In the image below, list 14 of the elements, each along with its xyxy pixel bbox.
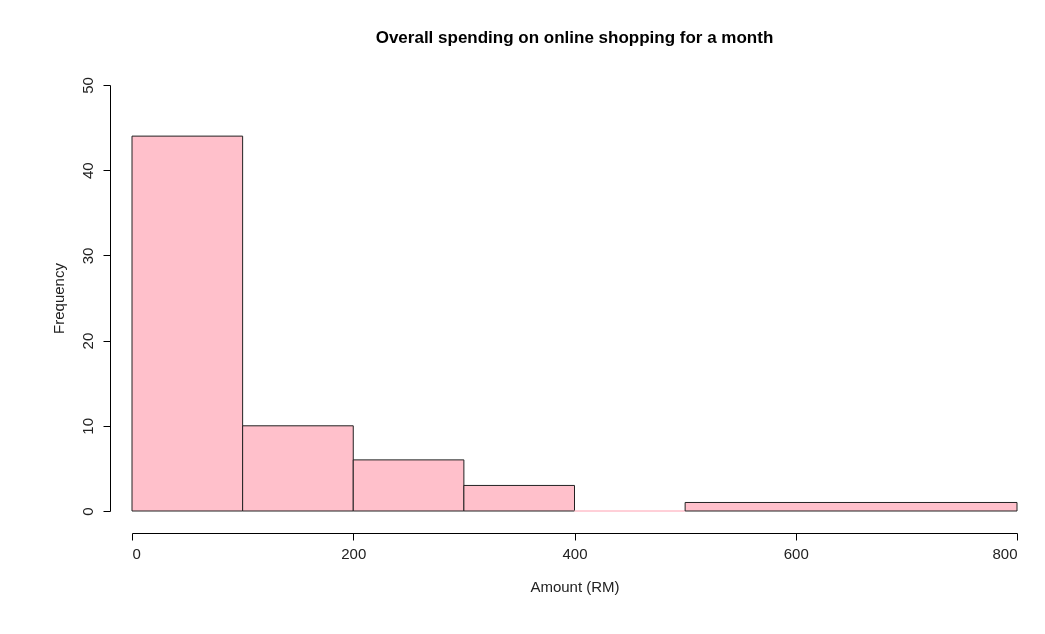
y-tick-label: 50	[78, 77, 96, 94]
x-tick-label: 0	[132, 544, 141, 562]
y-tick-label: 10	[78, 417, 96, 435]
y-tick-label: 0	[78, 507, 96, 516]
y-tick-label: 30	[78, 247, 96, 265]
x-axis-title: Amount (RM)	[530, 577, 620, 595]
x-tick-label: 400	[562, 544, 588, 562]
y-axis-title: Frequency	[49, 262, 67, 334]
x-tick-label: 600	[783, 544, 809, 562]
chart-title: Overall spending on online shopping for a month	[375, 27, 774, 47]
y-tick-label: 40	[78, 162, 96, 180]
y-tick-label: 20	[78, 332, 96, 350]
x-tick-label: 200	[341, 544, 367, 562]
x-tick-label: 800	[992, 544, 1018, 562]
